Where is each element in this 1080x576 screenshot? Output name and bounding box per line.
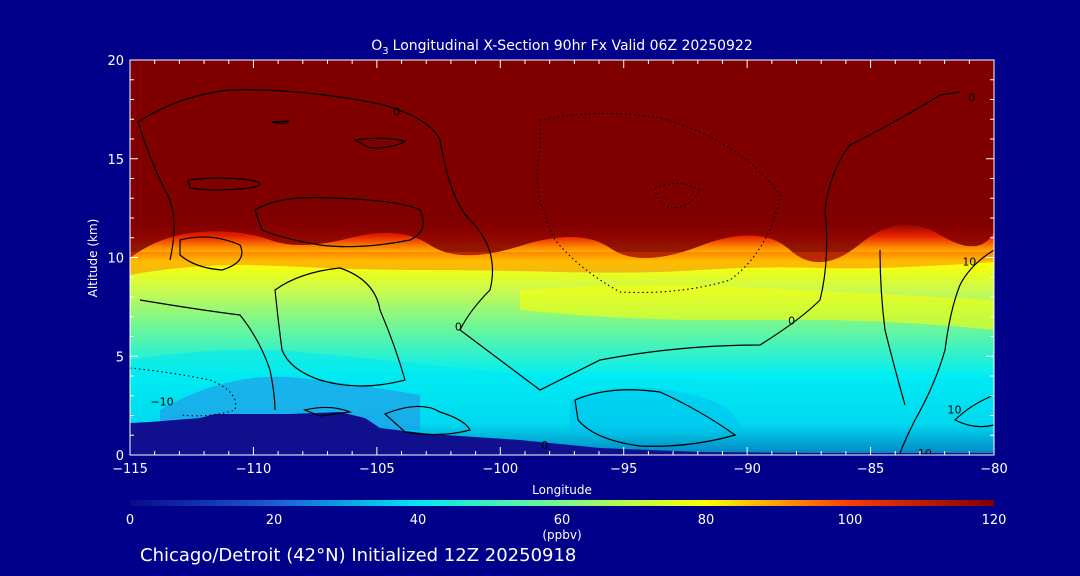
title-species-subscript: 3 <box>382 46 388 57</box>
chart-title: O3 Longitudinal X-Section 90hr Fx Valid 0… <box>371 38 753 57</box>
title-species: O <box>371 38 382 54</box>
colorbar-ticks: 0 20 40 60 80 100 120 <box>126 513 1007 528</box>
y-tick-label: 5 <box>116 350 124 365</box>
yellow-band <box>520 285 994 330</box>
colorbar-tick-label: 100 <box>838 513 863 528</box>
footer-caption: Chicago/Detroit (42°N) Initialized 12Z 2… <box>140 545 576 566</box>
x-tick-label: −85 <box>857 462 884 477</box>
contour-dotted <box>130 112 781 417</box>
contour-label: 0 <box>455 321 462 334</box>
tropopause-dark-bump <box>130 215 994 263</box>
contour-closed-tiny <box>353 137 407 149</box>
contour-label: 0 <box>788 315 795 328</box>
x-axis: −115 −110 −105 −100 −95 −90 −85 −80 <box>112 60 1008 477</box>
colorbar-tick-label: 0 <box>126 513 134 528</box>
contour-negative-west <box>130 367 237 417</box>
contour-closed-central-low <box>574 389 737 447</box>
x-tick-label: −80 <box>980 462 1007 477</box>
contour-closed-small <box>187 177 261 191</box>
contour-label: 10 <box>962 255 976 268</box>
colorbar-tick-label: 40 <box>410 513 427 528</box>
contour-closed-west <box>179 236 243 271</box>
contour-east-mid <box>879 249 906 406</box>
colorbar-tick-label: 80 <box>698 513 715 528</box>
contour-closed-low <box>383 405 471 436</box>
y-axis: 0 5 10 15 20 <box>107 54 994 464</box>
contour-closed-dot <box>271 120 291 125</box>
blue-patch-central <box>570 387 740 435</box>
x-tick-label: −115 <box>112 462 148 477</box>
contour-tiny-low <box>303 406 353 417</box>
title-text: Longitudinal X-Section 90hr Fx Valid 06Z… <box>393 38 753 54</box>
y-tick-label: 15 <box>107 153 124 168</box>
contour-zero-upper <box>137 89 961 391</box>
contour-closed-mid <box>274 267 406 387</box>
colorbar-tick-label: 60 <box>554 513 571 528</box>
colorbar-tick-label: 120 <box>982 513 1007 528</box>
x-tick-label: −105 <box>359 462 395 477</box>
colorbar <box>130 500 994 506</box>
x-tick-label: −90 <box>733 462 760 477</box>
x-axis-label: Longitude <box>532 483 592 497</box>
y-tick-label: 20 <box>107 54 124 69</box>
contour-ten-east-low <box>953 394 994 428</box>
ozone-field: 0 0 0 0 0 −10 10 10 10 <box>130 60 994 460</box>
contour-lines <box>137 89 994 454</box>
contour-ten-east <box>899 249 994 454</box>
x-tick-label: −110 <box>236 462 272 477</box>
y-tick-label: 0 <box>116 449 124 464</box>
contour-closed-upper <box>254 196 424 248</box>
contour-zero-west <box>137 121 175 261</box>
contour-label: 0 <box>541 439 548 452</box>
contour-label: 10 <box>948 404 962 417</box>
tropopause-orange-band <box>130 252 994 275</box>
colorbar-label: (ppbv) <box>542 528 581 542</box>
contour-label: 0 <box>393 105 400 118</box>
y-axis-label: Altitude (km) <box>86 219 100 298</box>
contour-label: −10 <box>150 396 173 409</box>
contour-labels: 0 0 0 0 0 −10 10 10 10 <box>150 92 976 460</box>
contour-west-low <box>139 299 276 411</box>
contour-label: 10 <box>918 447 932 460</box>
x-tick-label: −100 <box>482 462 518 477</box>
terrain-boundary <box>130 412 994 455</box>
contour-label: 0 <box>968 92 975 105</box>
x-tick-label: −95 <box>610 462 637 477</box>
colorbar-tick-label: 20 <box>266 513 283 528</box>
y-tick-label: 10 <box>107 252 124 267</box>
